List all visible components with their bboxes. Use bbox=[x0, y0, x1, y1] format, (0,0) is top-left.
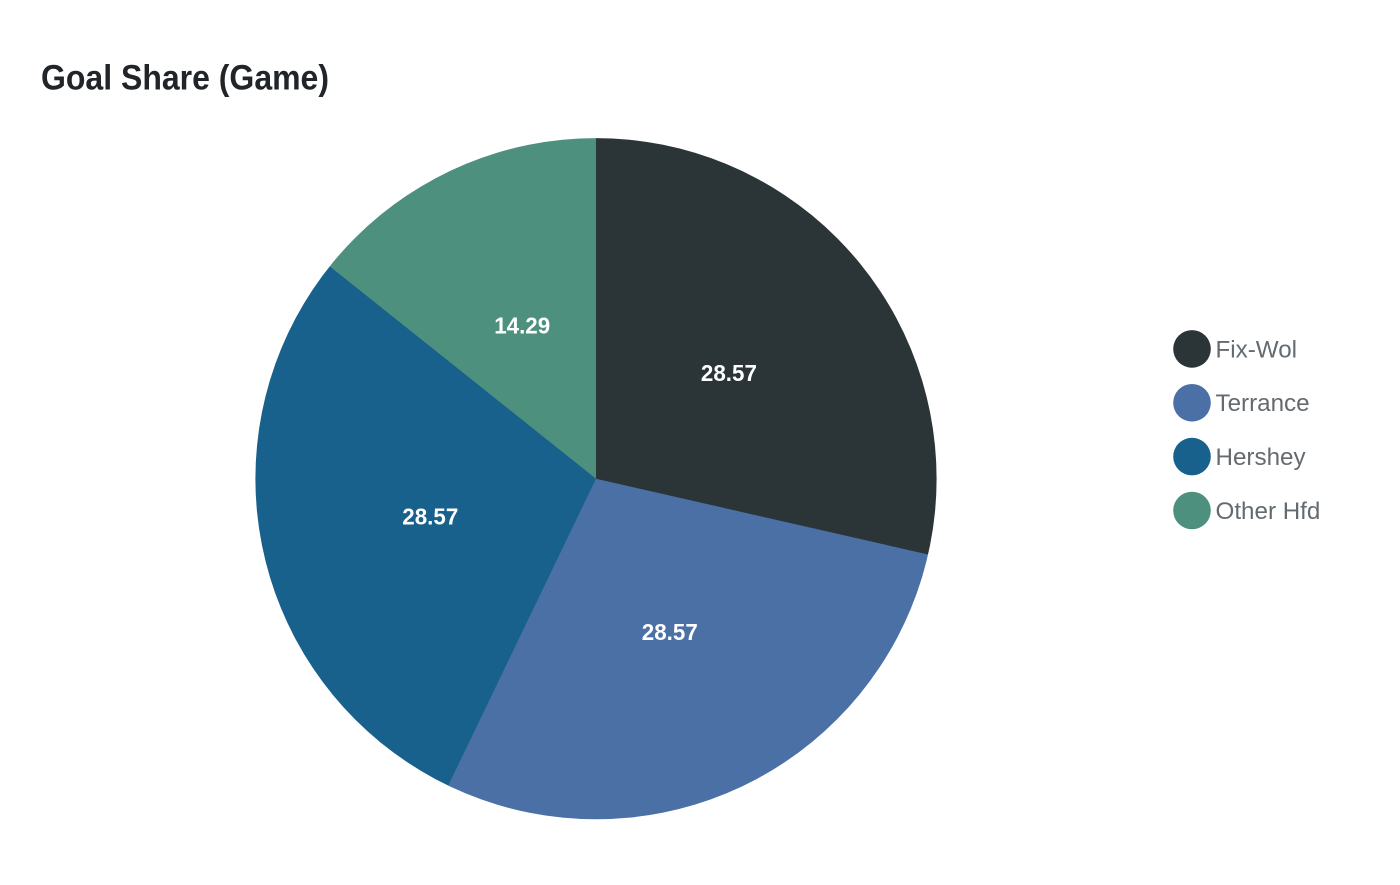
svg-text:Other Hfd: Other Hfd bbox=[1216, 498, 1321, 525]
svg-text:28.57: 28.57 bbox=[701, 360, 757, 386]
svg-text:Terrance: Terrance bbox=[1216, 390, 1310, 417]
svg-text:14.29: 14.29 bbox=[494, 313, 550, 339]
svg-text:28.57: 28.57 bbox=[642, 619, 698, 645]
svg-text:28.57: 28.57 bbox=[402, 504, 458, 530]
svg-text:Goal Share (Game): Goal Share (Game) bbox=[41, 59, 329, 98]
svg-text:Fix-Wol: Fix-Wol bbox=[1216, 336, 1298, 363]
svg-text:Hershey: Hershey bbox=[1216, 444, 1307, 471]
